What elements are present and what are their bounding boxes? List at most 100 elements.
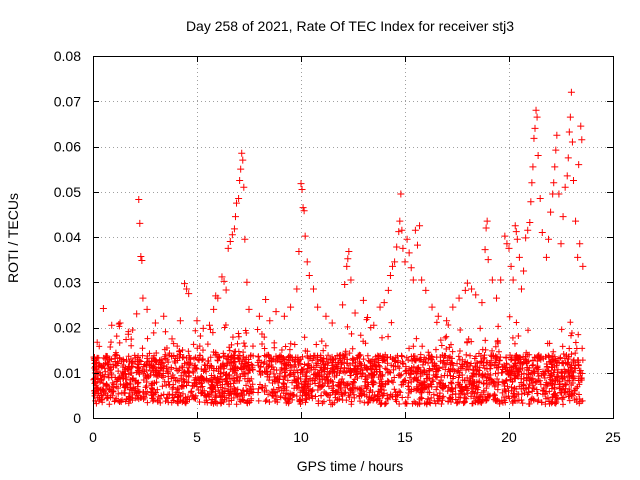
roti-point: [548, 380, 555, 387]
roti-point: [188, 388, 195, 395]
roti-point: [299, 392, 306, 399]
roti-point: [178, 372, 185, 379]
roti-point: [314, 387, 321, 394]
roti-point: [231, 213, 239, 221]
roti-point: [430, 391, 437, 398]
roti-point: [532, 354, 539, 361]
roti-point: [272, 358, 279, 365]
roti-point: [437, 358, 444, 365]
roti-point: [448, 380, 455, 387]
roti-point: [405, 383, 412, 390]
roti-point: [392, 358, 399, 365]
roti-point: [492, 343, 499, 350]
roti-point: [368, 394, 375, 401]
roti-point: [553, 131, 561, 139]
roti-point: [475, 350, 482, 357]
grid-lines: [93, 56, 613, 418]
roti-point: [123, 336, 130, 343]
roti-point: [509, 378, 516, 385]
roti-point: [233, 372, 240, 379]
roti-point: [401, 377, 408, 384]
roti-point: [129, 391, 136, 398]
roti-point: [510, 390, 517, 397]
roti-point: [278, 346, 285, 353]
roti-point: [414, 385, 421, 392]
y-tick-label: 0: [73, 410, 81, 426]
roti-point: [414, 368, 421, 375]
roti-point: [116, 354, 123, 361]
roti-point: [255, 397, 262, 404]
roti-point: [199, 347, 206, 354]
roti-point: [508, 384, 515, 391]
x-tick-label: 0: [89, 429, 97, 445]
roti-point: [291, 341, 298, 348]
roti-point: [191, 377, 198, 384]
roti-point: [337, 351, 344, 358]
roti-point: [434, 374, 441, 381]
roti-point: [154, 386, 161, 393]
roti-point: [312, 393, 319, 400]
roti-point: [419, 343, 426, 350]
roti-point: [360, 356, 367, 363]
roti-point: [391, 258, 399, 266]
roti-point: [568, 138, 576, 146]
roti-point: [422, 286, 430, 294]
roti-point: [235, 356, 242, 363]
roti-point: [209, 329, 216, 336]
roti-point: [520, 381, 527, 388]
roti-point: [165, 352, 172, 359]
roti-point: [376, 303, 384, 311]
roti-point: [299, 384, 306, 391]
roti-point: [220, 369, 227, 376]
roti-point: [566, 388, 573, 395]
roti-point: [150, 355, 157, 362]
roti-point: [263, 387, 270, 394]
roti-point: [576, 367, 583, 374]
roti-point: [203, 397, 210, 404]
roti-point: [172, 391, 179, 398]
roti-point: [499, 369, 506, 376]
roti-point: [223, 381, 230, 388]
roti-point: [259, 341, 266, 348]
roti-point: [480, 380, 487, 387]
roti-point: [202, 362, 209, 369]
roti-point: [531, 124, 539, 132]
roti-point: [93, 400, 100, 407]
roti-point: [344, 323, 351, 330]
roti-point: [531, 370, 538, 377]
roti-point: [417, 356, 424, 363]
roti-point: [94, 339, 101, 346]
roti-point: [455, 353, 462, 360]
roti-point: [506, 313, 513, 320]
roti-point: [406, 365, 413, 372]
roti-point: [399, 244, 407, 252]
roti-point: [407, 264, 415, 272]
roti-point: [545, 367, 552, 374]
roti-point: [370, 379, 377, 386]
roti-point: [441, 352, 448, 359]
roti-point: [579, 262, 587, 270]
roti-point: [295, 361, 302, 368]
roti-point: [103, 395, 110, 402]
roti-point: [202, 392, 209, 399]
roti-point: [280, 354, 287, 361]
roti-point: [548, 385, 555, 392]
roti-point: [133, 377, 140, 384]
roti-point: [533, 113, 541, 121]
roti-point: [144, 358, 151, 365]
roti-point: [552, 400, 559, 407]
roti-point: [333, 372, 340, 379]
roti-point: [180, 369, 187, 376]
roti-point: [559, 359, 566, 366]
roti-point: [382, 365, 389, 372]
roti-point: [443, 333, 450, 340]
roti-point: [213, 393, 220, 400]
roti-point: [429, 366, 436, 373]
roti-point: [448, 394, 455, 401]
roti-point: [135, 388, 142, 395]
roti-point: [234, 340, 241, 347]
roti-point: [505, 244, 513, 252]
roti-point: [566, 345, 573, 352]
roti-point: [215, 387, 222, 394]
roti-point: [247, 352, 254, 359]
